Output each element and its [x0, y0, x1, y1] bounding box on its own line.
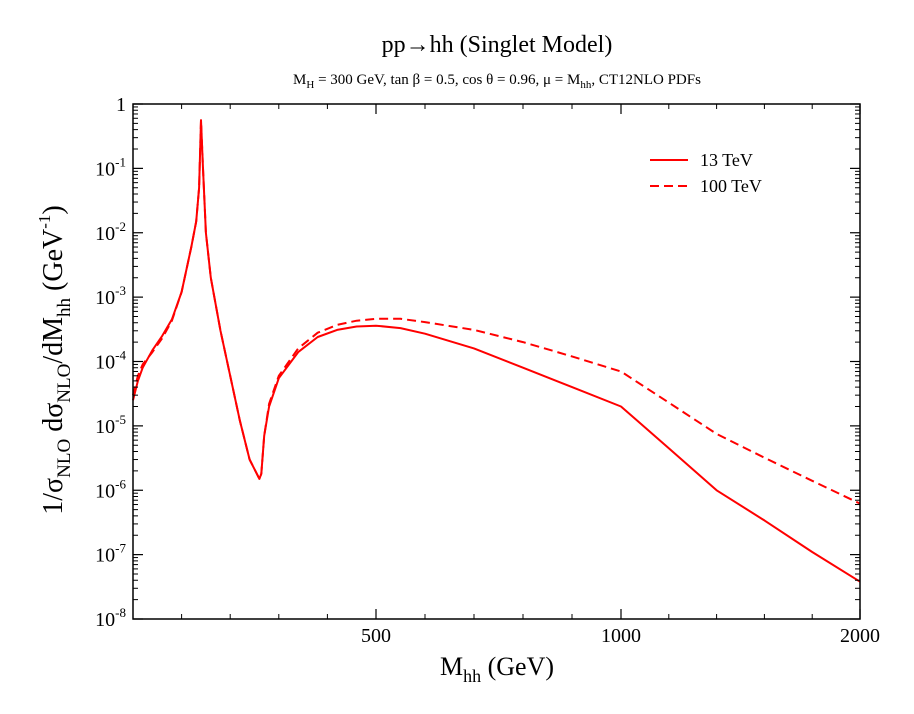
y-axis-label: 1/σNLO dσNLO/dMhh (GeV-1)	[35, 205, 75, 514]
y-tick-label: 10-3	[95, 283, 126, 309]
y-tick-label: 10-8	[95, 605, 126, 631]
y-tick-label: 10-5	[95, 412, 126, 438]
x-tick-label: 2000	[840, 625, 880, 647]
series-line-100tev	[132, 119, 861, 505]
x-axis-label: Mhh (GeV)	[440, 652, 554, 686]
y-tick-label: 10-2	[95, 219, 126, 245]
y-tick-label: 10-1	[95, 154, 126, 180]
legend-label-100tev: 100 TeV	[700, 176, 762, 196]
chart-title: pp→hh (Singlet Model)	[382, 32, 613, 58]
legend-label-13tev: 13 TeV	[700, 150, 753, 170]
x-tick-label: 1000	[601, 625, 641, 647]
y-tick-label: 1	[116, 94, 126, 116]
y-axis: 1 10-1 10-2 10-3 10-4 10-5 10-6 10-7 10-8	[95, 94, 860, 631]
legend: 13 TeV 100 TeV	[650, 150, 762, 196]
y-tick-label: 10-6	[95, 476, 126, 502]
x-tick-label: 500	[361, 625, 391, 647]
y-tick-label: 10-7	[95, 541, 126, 567]
x-axis: 500 1000 2000	[181, 104, 880, 647]
chart-subtitle: MH = 300 GeV, tan β = 0.5, cos θ = 0.96,…	[293, 72, 701, 91]
plot-area	[132, 119, 861, 583]
y-tick-label: 10-4	[95, 348, 126, 374]
